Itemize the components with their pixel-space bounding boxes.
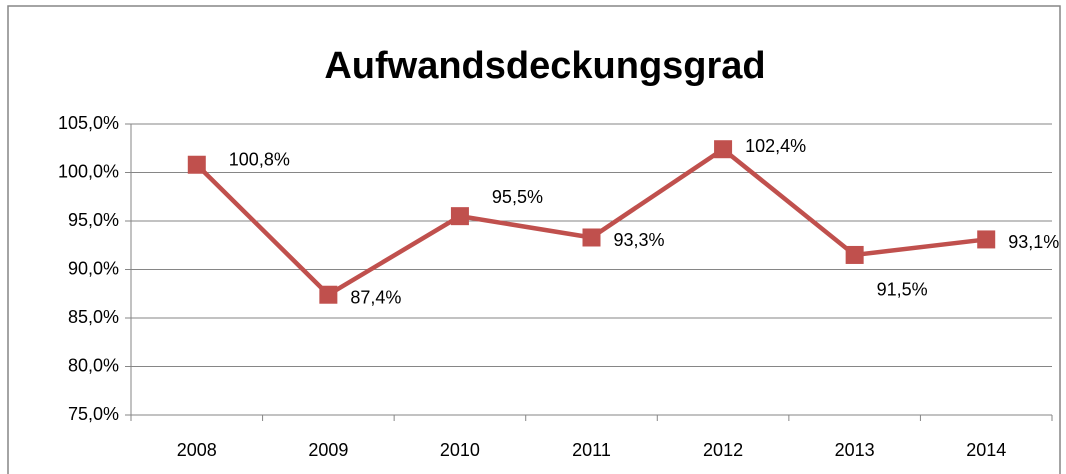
x-tick-label: 2009 [308, 440, 348, 460]
data-label: 87,4% [350, 287, 401, 307]
marker [714, 140, 733, 159]
chart-frame [7, 5, 1061, 474]
x-tick-label: 2013 [835, 440, 875, 460]
x-tick-label: 2008 [177, 440, 217, 460]
data-label: 100,8% [229, 149, 290, 169]
marker [187, 155, 206, 174]
marker [582, 228, 601, 247]
x-tick-label: 2011 [572, 440, 611, 460]
y-tick-label: 90,0% [68, 258, 119, 278]
x-tick-label: 2010 [440, 440, 480, 460]
data-label: 102,4% [745, 136, 806, 156]
data-label: 95,5% [492, 187, 543, 207]
marker [319, 285, 338, 304]
data-label: 93,1% [1008, 232, 1059, 252]
marker [450, 207, 469, 226]
y-tick-label: 105,0% [58, 113, 119, 133]
y-tick-label: 75,0% [68, 404, 119, 424]
marker [845, 245, 864, 264]
y-tick-label: 100,0% [58, 161, 119, 181]
data-label: 91,5% [877, 280, 928, 300]
data-label: 93,3% [614, 230, 665, 250]
x-tick-label: 2014 [966, 440, 1006, 460]
y-tick-label: 85,0% [68, 307, 119, 327]
y-tick-label: 95,0% [68, 210, 119, 230]
chart-title: Aufwandsdeckungsgrad [324, 45, 765, 87]
marker [977, 230, 996, 249]
x-tick-label: 2012 [703, 440, 743, 460]
y-tick-label: 80,0% [68, 355, 119, 375]
